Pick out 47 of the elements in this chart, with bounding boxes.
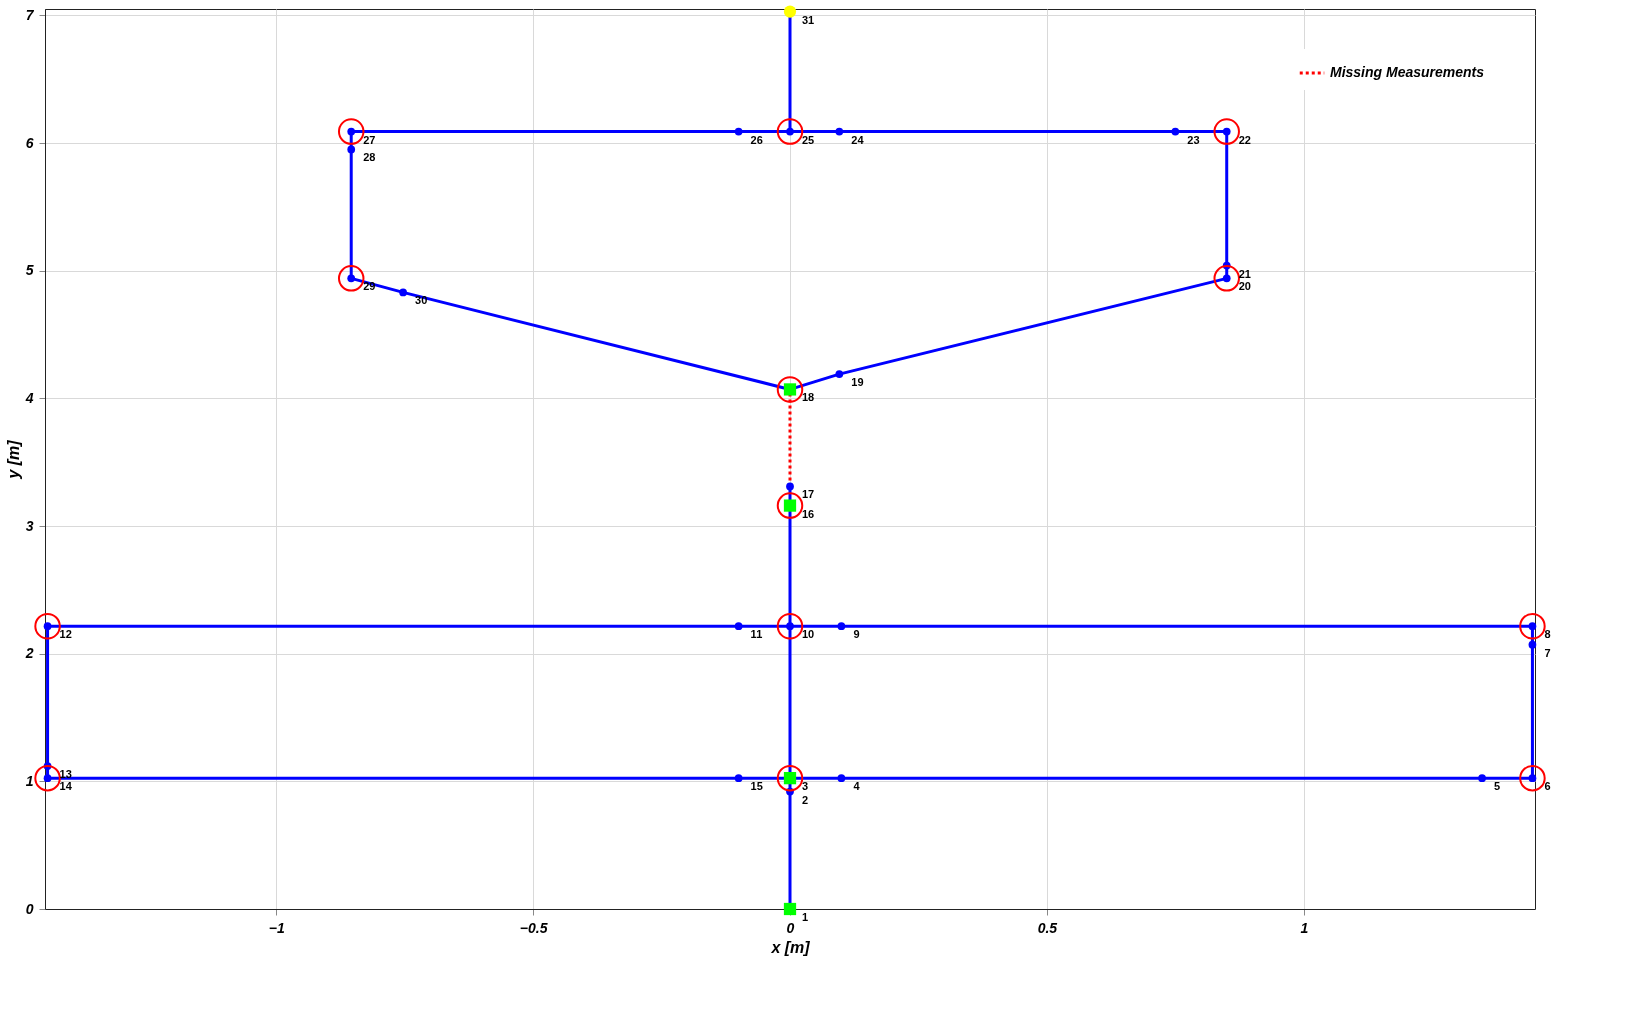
y-tick-label: 7 <box>25 6 35 23</box>
annotation: 8 <box>1544 628 1551 641</box>
y-tick-label: 1 <box>25 772 34 789</box>
annotation: 4 <box>853 780 861 793</box>
x-tick-label: 1 <box>1300 919 1309 936</box>
annotation: 12 <box>59 628 72 641</box>
annotation: 30 <box>415 294 428 307</box>
annotation: 21 <box>1238 267 1251 280</box>
annotation: 28 <box>363 151 376 164</box>
y-tick-label: 4 <box>24 389 34 406</box>
y-tick-label: 0 <box>25 900 34 917</box>
x-tick-label: 0 <box>786 919 795 936</box>
x-tick-label: 0.5 <box>1037 919 1058 936</box>
x-tick-label: −1 <box>268 919 285 936</box>
legend-label: Missing Measurements <box>1330 64 1485 80</box>
annotation: 10 <box>802 628 815 641</box>
annotation: 6 <box>1544 780 1551 793</box>
annotation: 5 <box>1494 780 1501 793</box>
annotation: 27 <box>363 133 376 146</box>
y-axis-title: y [m] <box>4 439 22 480</box>
annotation: 17 <box>802 488 815 501</box>
x-axis-title: x [m] <box>770 938 811 956</box>
annotation: 31 <box>802 13 815 26</box>
annotation: 29 <box>363 280 376 293</box>
annotation: 11 <box>750 628 763 641</box>
annotation: 7 <box>1544 646 1551 659</box>
annotation: 25 <box>802 133 815 146</box>
annotation: 2 <box>802 793 809 806</box>
annotation: 3 <box>802 780 809 793</box>
y-tick-label: 2 <box>24 645 34 662</box>
annotation: 20 <box>1238 280 1251 293</box>
annotation: 16 <box>802 507 815 520</box>
y-tick-label: 3 <box>25 517 34 534</box>
y-tick-label: 5 <box>25 262 34 279</box>
y-tick-label: 6 <box>25 134 34 151</box>
annotation: 22 <box>1238 133 1251 146</box>
x-tick-label: −0.5 <box>519 919 548 936</box>
annotation: 15 <box>750 780 763 793</box>
annotation: 19 <box>851 376 864 389</box>
annotation: 13 <box>59 768 72 781</box>
annotation: 14 <box>59 780 73 793</box>
annotation: 9 <box>853 628 860 641</box>
annotation: 23 <box>1187 133 1200 146</box>
annotation: 24 <box>851 133 865 146</box>
annotation: 26 <box>750 133 763 146</box>
annotation: 1 <box>802 911 809 923</box>
annotation: 18 <box>802 391 815 404</box>
